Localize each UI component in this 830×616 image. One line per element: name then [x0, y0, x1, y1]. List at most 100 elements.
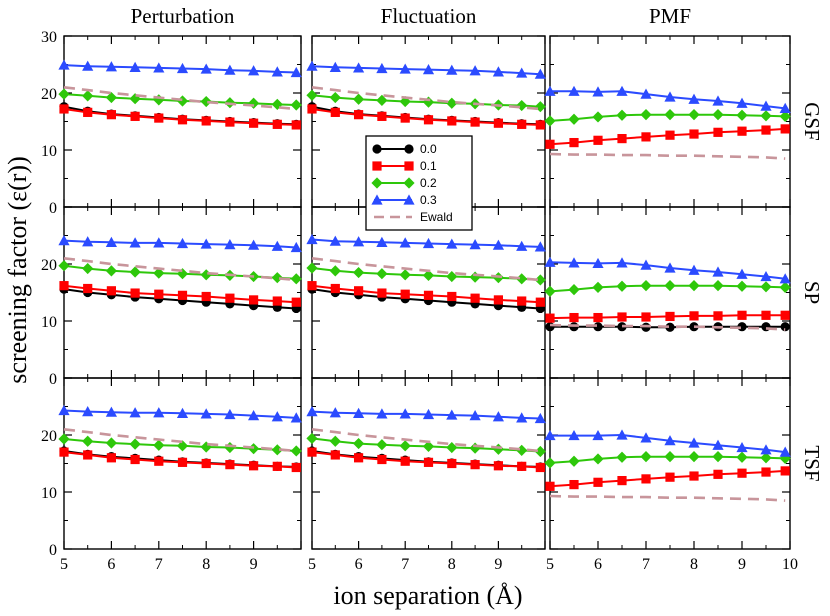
series-0-1-marker — [83, 107, 93, 117]
series-0-2-marker — [736, 280, 748, 292]
series-0-1-marker — [330, 283, 340, 294]
series-ewald-line — [63, 86, 297, 111]
panel-sp-perturbation: 0 10 20 — [41, 206, 302, 388]
series-0-2-marker — [82, 435, 94, 447]
series-0-2-marker — [779, 110, 791, 122]
series-0-3 — [306, 60, 546, 79]
series-0-3 — [58, 235, 302, 253]
series-0-3-marker — [592, 429, 604, 441]
series-0-2-marker — [306, 432, 318, 445]
series-0-2-marker — [664, 451, 676, 463]
y-tick-label: 30 — [41, 29, 57, 46]
legend-label: 0.1 — [420, 159, 437, 173]
series-0-2-marker — [492, 443, 504, 455]
series-0-1-marker — [780, 310, 790, 320]
series-0-2-marker — [353, 93, 365, 105]
series-0-2-marker — [664, 280, 676, 292]
x-tick-label: 9 — [494, 556, 502, 573]
series-0-3-marker — [469, 239, 481, 250]
series-0-1-marker — [665, 130, 675, 140]
series-0-1-marker — [83, 450, 93, 460]
series-0-3-marker — [712, 439, 724, 450]
series-0-3-marker — [306, 406, 318, 417]
series-0-3-marker — [544, 85, 556, 96]
series-ewald — [311, 86, 541, 111]
series-0-3-marker — [446, 238, 458, 249]
series-0-2-marker — [290, 99, 302, 111]
series-0-1-marker — [177, 115, 188, 125]
series-0-3-marker — [760, 270, 772, 282]
series-0-3-marker — [153, 407, 165, 418]
series-0-2-marker — [422, 440, 435, 452]
series-0-2-marker — [129, 266, 141, 278]
series-0-3-marker — [779, 446, 791, 457]
legend-entry-0-1: 0.1 — [372, 159, 437, 173]
legend-marker — [404, 161, 414, 171]
series-0-1-marker — [641, 132, 651, 142]
series-0-1-marker — [154, 456, 164, 466]
series-0-2 — [544, 280, 791, 297]
series-0-2-marker — [200, 269, 212, 281]
series-0-1-marker — [780, 124, 790, 134]
series-0-3-marker — [779, 102, 791, 113]
series-0-1-marker — [493, 118, 503, 128]
series-0-3-marker — [176, 237, 189, 249]
series-0-3-marker — [329, 407, 341, 418]
series-0-1-marker — [377, 111, 387, 121]
series-0-3-marker — [779, 273, 791, 284]
y-tick-label: 10 — [41, 143, 57, 160]
series-0-2-marker — [516, 99, 528, 112]
series-0-2-marker — [129, 438, 141, 450]
series-0-3-marker — [664, 91, 676, 102]
series-0-1-marker — [423, 115, 434, 125]
series-0-2-marker — [616, 280, 628, 292]
series-0-3-marker — [592, 86, 604, 97]
series-0-3-marker — [422, 408, 435, 420]
series-0-2-marker — [58, 433, 70, 445]
series-0-2-marker — [592, 453, 604, 465]
series-0-2 — [306, 432, 546, 458]
series-0-1-marker — [641, 312, 651, 322]
series-0-3 — [58, 404, 302, 423]
series-0-3-marker — [492, 411, 504, 422]
series-0-2-marker — [544, 115, 556, 127]
series-0-3-marker — [224, 64, 236, 75]
y-axis-title: screening factor (ε(r)) — [3, 156, 32, 383]
series-0-2-marker — [664, 109, 676, 121]
series-0-3-marker — [712, 95, 724, 106]
series-0-2-marker — [712, 451, 724, 463]
x-axis-title: ion separation (Å) — [333, 581, 522, 610]
series-0-3-marker — [82, 406, 94, 417]
series-0-3-marker — [736, 97, 748, 108]
series-0-1-marker — [154, 113, 164, 123]
series-0-3 — [306, 406, 546, 424]
series-0-3-marker — [329, 61, 341, 72]
series-0-1-marker — [83, 283, 93, 294]
series-ewald-line — [63, 257, 297, 282]
series-0-3-marker — [664, 262, 676, 273]
series-0-2-marker — [592, 111, 604, 123]
series-0-3-marker — [469, 410, 481, 421]
series-0-2-marker — [105, 91, 117, 104]
series-0-1-marker — [641, 474, 651, 484]
series-0-2-marker — [224, 441, 236, 454]
series-0-3-marker — [58, 404, 70, 416]
series-0-3-marker — [568, 257, 580, 268]
series-0-1-marker — [493, 295, 503, 305]
series-0-2-marker — [200, 95, 212, 108]
series-0-1-marker — [177, 457, 188, 467]
series-0-2-marker — [469, 442, 481, 454]
series-0-1-marker — [617, 134, 627, 144]
series-0-3 — [544, 429, 791, 457]
series-0-3-marker — [688, 264, 700, 275]
series-0-3-marker — [616, 429, 628, 440]
series-0-3-marker — [399, 63, 411, 74]
series-0-1-marker — [400, 289, 410, 299]
series-0-1-marker — [689, 129, 699, 139]
series-0-3-marker — [399, 408, 411, 419]
series-0-3-marker — [82, 236, 94, 247]
series-0-2-marker — [469, 271, 481, 283]
series-ewald-line — [63, 428, 297, 453]
series-0-3-marker — [492, 66, 504, 77]
series-0-1-marker — [593, 477, 603, 487]
